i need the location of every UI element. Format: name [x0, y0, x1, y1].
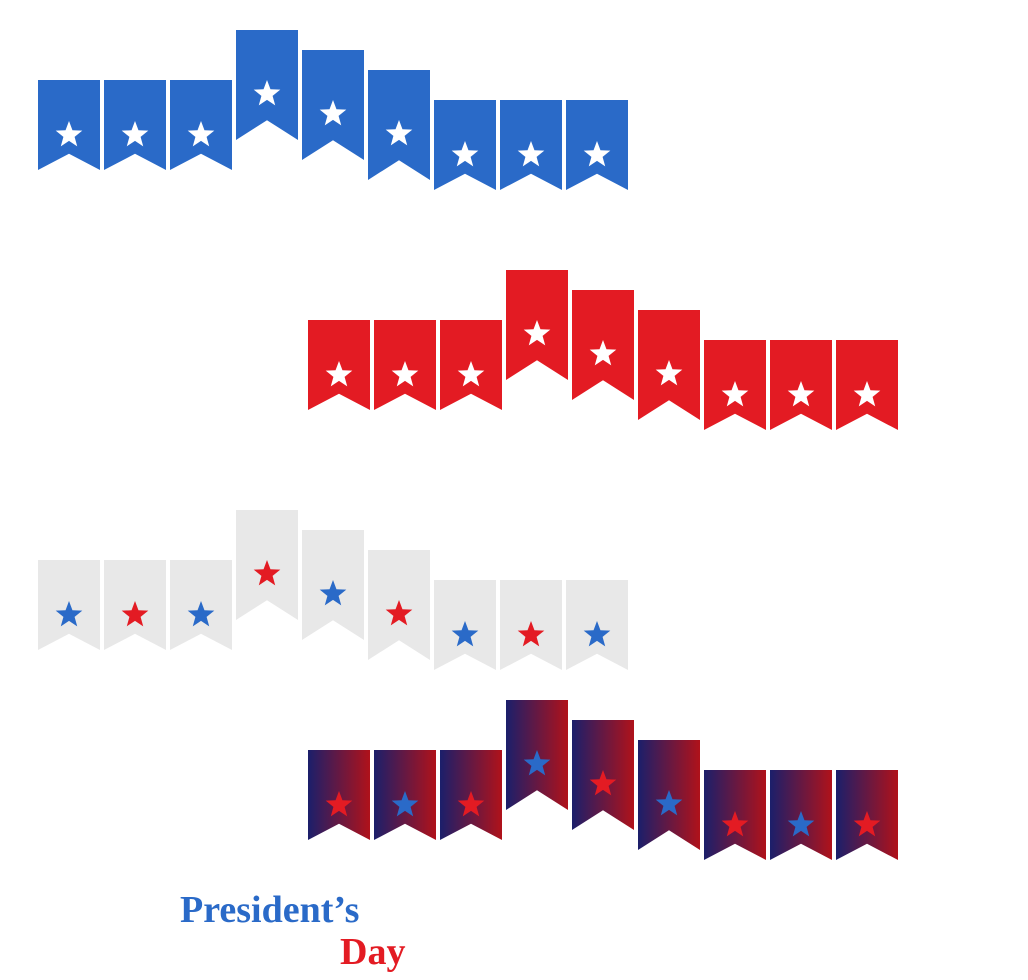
flag-pennant — [368, 30, 430, 180]
flag-pennant — [302, 510, 364, 640]
star-icon — [253, 560, 281, 588]
flag-pennant — [572, 700, 634, 830]
star-icon — [517, 621, 545, 649]
star-icon — [451, 621, 479, 649]
star-icon — [655, 360, 683, 388]
star-icon — [523, 320, 551, 348]
flag-pennant — [374, 270, 436, 410]
title-line-1: President’s — [180, 890, 405, 932]
flag-pennant — [38, 30, 100, 170]
flag-pennant — [38, 510, 100, 650]
flag-pennant — [500, 30, 562, 190]
flag-pennant — [440, 270, 502, 410]
star-icon — [55, 121, 83, 149]
flag-pennant — [434, 510, 496, 670]
flag-pennant — [170, 30, 232, 170]
star-icon — [319, 580, 347, 608]
flag-pennant — [836, 700, 898, 860]
flag-pennant — [770, 270, 832, 430]
bunting-row-blue — [38, 30, 628, 190]
star-icon — [589, 340, 617, 368]
flag-pennant — [236, 510, 298, 620]
flag-pennant — [302, 30, 364, 160]
flag-pennant — [170, 510, 232, 650]
flag-pennant — [374, 700, 436, 840]
star-icon — [787, 811, 815, 839]
flag-pennant — [638, 270, 700, 420]
bunting-row-red — [308, 270, 898, 430]
bunting-row-grey — [38, 510, 628, 670]
star-icon — [583, 141, 611, 169]
star-icon — [319, 100, 347, 128]
flag-pennant — [704, 700, 766, 860]
flag-pennant — [506, 270, 568, 380]
title-block: President’s Day — [180, 890, 405, 974]
star-icon — [721, 381, 749, 409]
flag-pennant — [104, 30, 166, 170]
flag-pennant — [506, 700, 568, 810]
star-icon — [451, 141, 479, 169]
star-icon — [853, 811, 881, 839]
star-icon — [655, 790, 683, 818]
flag-pennant — [236, 30, 298, 140]
flag-pennant — [500, 510, 562, 670]
flag-pennant — [440, 700, 502, 840]
star-icon — [583, 621, 611, 649]
title-line-2: Day — [340, 932, 405, 974]
flag-pennant — [704, 270, 766, 430]
star-icon — [721, 811, 749, 839]
star-icon — [325, 361, 353, 389]
star-icon — [523, 750, 551, 778]
star-icon — [787, 381, 815, 409]
flag-pennant — [434, 30, 496, 190]
flag-pennant — [104, 510, 166, 650]
flag-pennant — [368, 510, 430, 660]
star-icon — [391, 791, 419, 819]
flag-pennant — [308, 700, 370, 840]
star-icon — [391, 361, 419, 389]
star-icon — [121, 121, 149, 149]
flag-pennant — [308, 270, 370, 410]
flag-pennant — [566, 30, 628, 190]
star-icon — [517, 141, 545, 169]
star-icon — [187, 601, 215, 629]
flag-pennant — [770, 700, 832, 860]
star-icon — [121, 601, 149, 629]
flag-pennant — [638, 700, 700, 850]
star-icon — [853, 381, 881, 409]
star-icon — [325, 791, 353, 819]
star-icon — [253, 80, 281, 108]
bunting-row-gradient — [308, 700, 898, 860]
star-icon — [187, 121, 215, 149]
flag-pennant — [566, 510, 628, 670]
flag-pennant — [836, 270, 898, 430]
star-icon — [385, 600, 413, 628]
star-icon — [385, 120, 413, 148]
star-icon — [457, 361, 485, 389]
star-icon — [589, 770, 617, 798]
flag-pennant — [572, 270, 634, 400]
star-icon — [457, 791, 485, 819]
star-icon — [55, 601, 83, 629]
